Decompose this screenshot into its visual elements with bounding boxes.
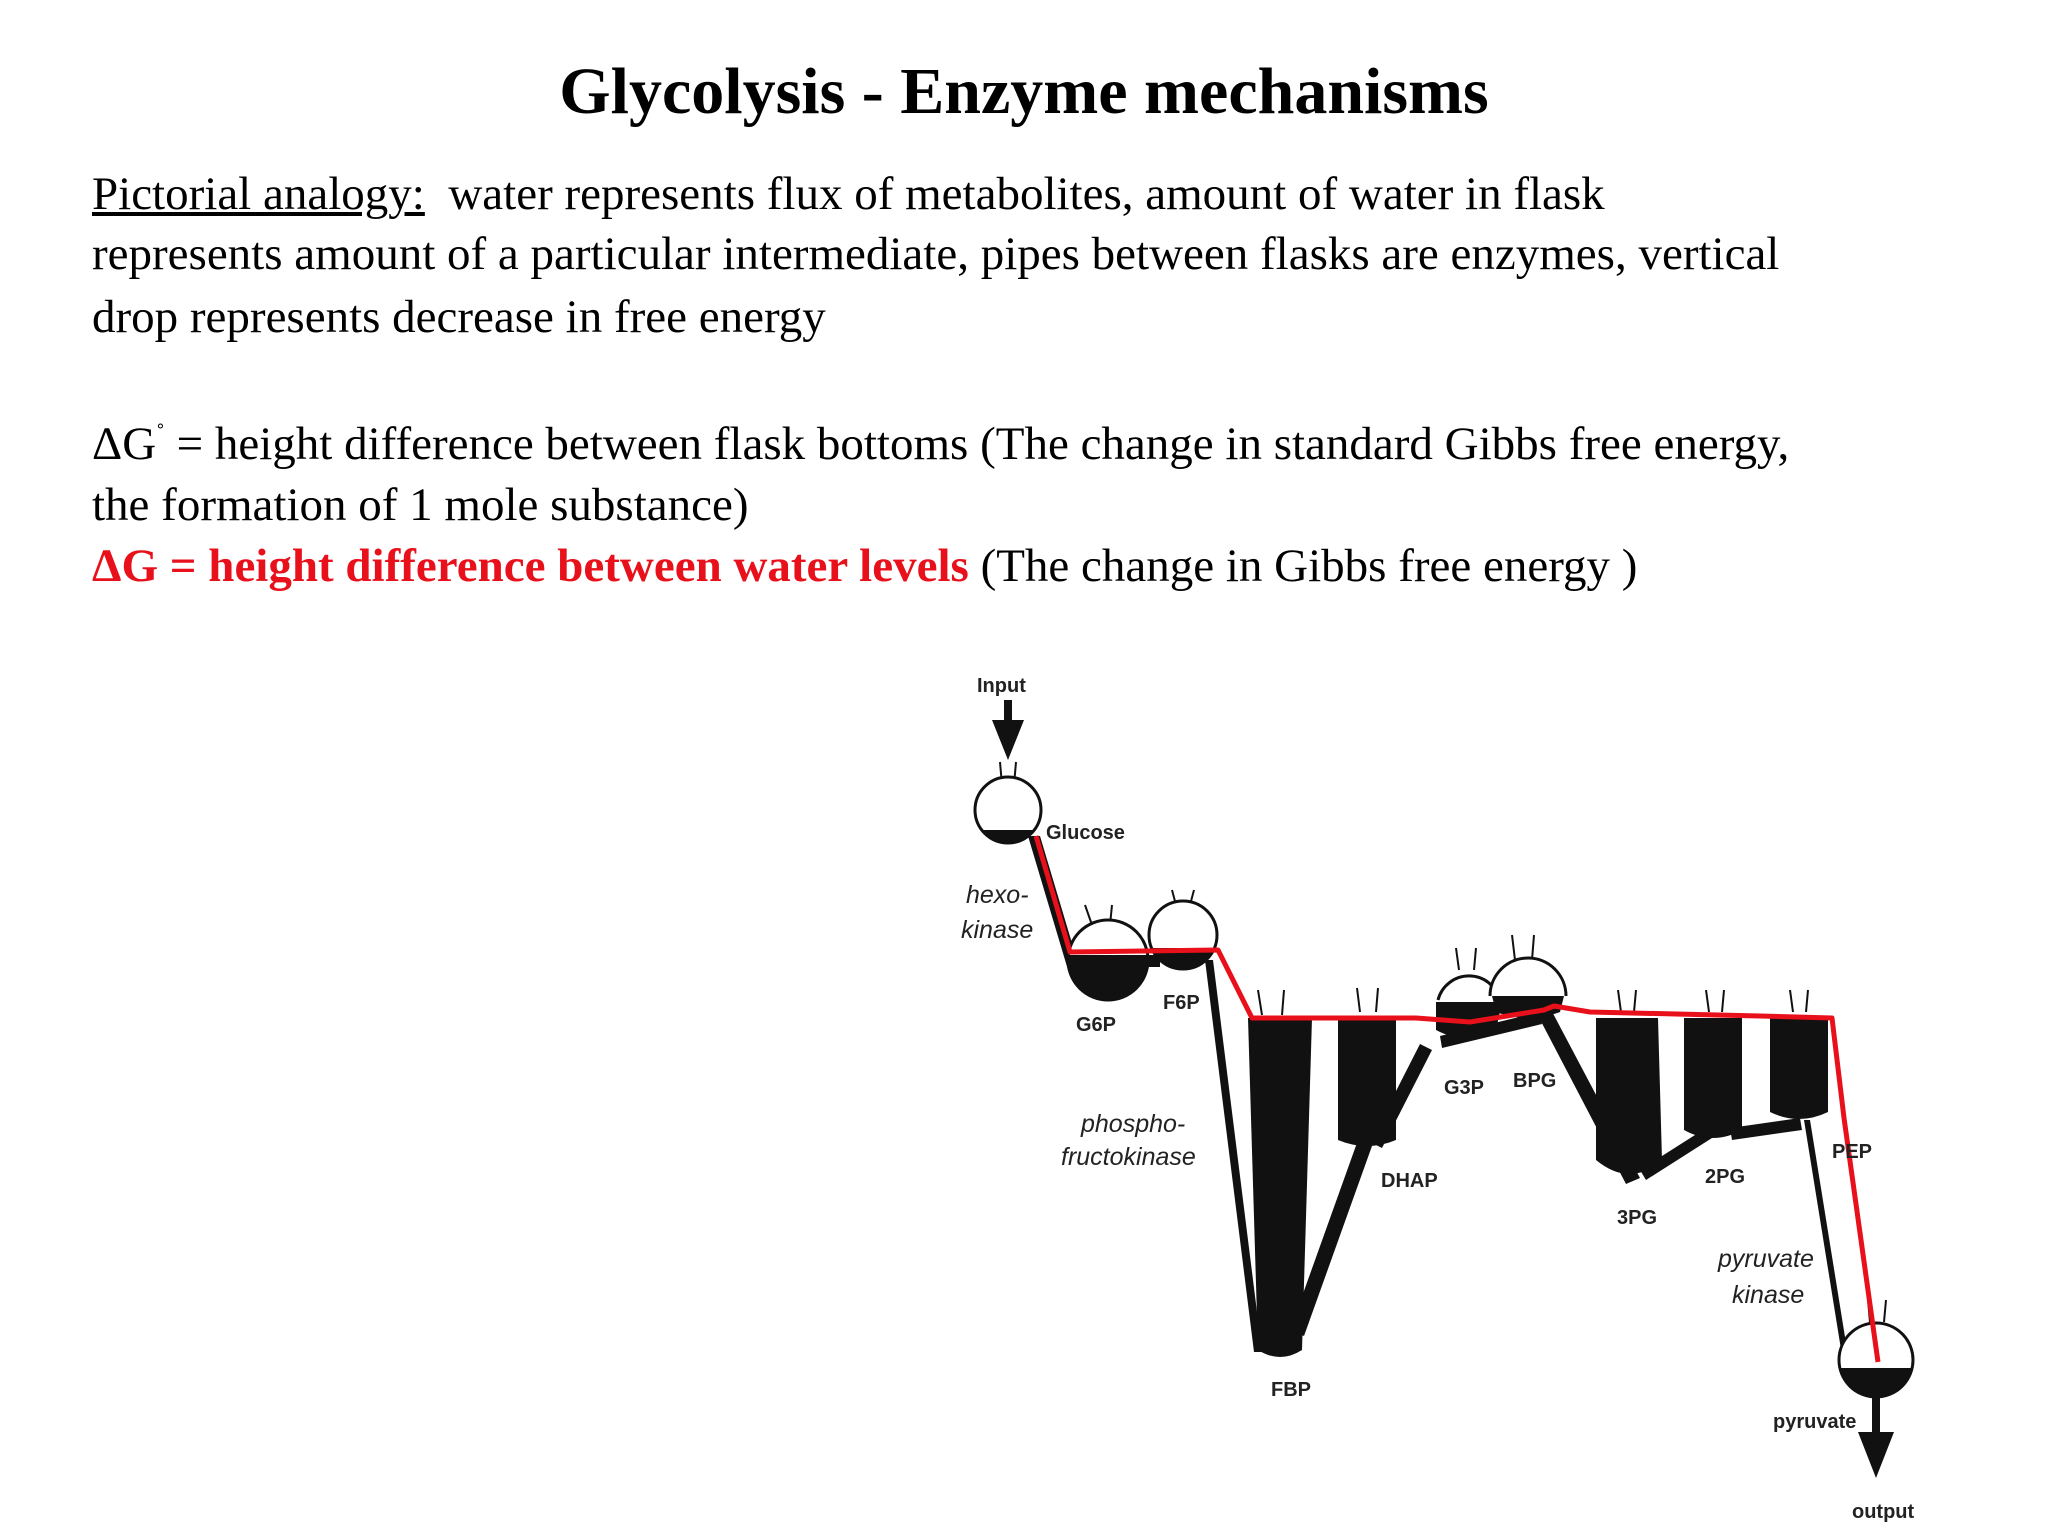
output-arrow xyxy=(1858,1395,1894,1478)
analogy-line-1: Pictorial analogy: water represents flux… xyxy=(92,164,1605,224)
2pg-pep-pipe xyxy=(1730,1118,1802,1140)
slide-title: Glycolysis - Enzyme mechanisms xyxy=(559,55,1489,128)
dg0-symbol: ΔG xyxy=(92,418,157,470)
water-level-line xyxy=(1033,835,1881,1363)
pyruvate-label: pyruvate xyxy=(1773,1411,1856,1433)
g3p-bpg-pipe xyxy=(1440,1012,1542,1048)
g3p-label: G3P xyxy=(1444,1077,1484,1099)
fbp-dhap-pipe xyxy=(1290,1140,1372,1336)
output-label: output xyxy=(1852,1501,1915,1523)
pep-flask xyxy=(1770,989,1828,1119)
analogy-text-1: water represents flux of metabolites, am… xyxy=(448,168,1605,220)
dg0-line-2: the formation of 1 mole substance) xyxy=(92,479,749,531)
dhap-label: DHAP xyxy=(1381,1170,1438,1192)
dhap-g3p-pipe xyxy=(1370,1044,1432,1148)
input-label: Input xyxy=(977,675,1026,697)
2pg-label: 2PG xyxy=(1705,1166,1745,1188)
dg-explanation: (The change in Gibbs free energy ) xyxy=(980,540,1638,592)
glucose-flask xyxy=(973,761,1043,845)
dg0-text: = height difference between flask bottom… xyxy=(176,418,1790,470)
pyruvate-flask xyxy=(1837,1299,1915,1399)
3pg-label: 3PG xyxy=(1617,1207,1657,1229)
pyruvate-kinase-label-2: kinase xyxy=(1732,1281,1804,1309)
analogy-heading: Pictorial analogy: xyxy=(92,168,425,220)
dg0-line-1: ΔG˚ = height difference between flask bo… xyxy=(92,414,1789,474)
3pg-2pg-pipe xyxy=(1640,1128,1712,1180)
pyruvate-kinase-label-1: pyruvate xyxy=(1717,1245,1814,1273)
analogy-line-2: represents amount of a particular interm… xyxy=(92,228,1780,280)
analogy-line-3: drop represents decrease in free energy xyxy=(92,291,826,343)
glucose-label: Glucose xyxy=(1046,822,1125,844)
2pg-flask xyxy=(1684,989,1742,1138)
f6p-label: F6P xyxy=(1163,992,1200,1014)
hexokinase-label-1: hexo- xyxy=(966,881,1029,909)
g6p-label: G6P xyxy=(1076,1014,1116,1036)
pyruvate-kinase-pipe xyxy=(1804,1120,1850,1368)
3pg-flask xyxy=(1596,989,1662,1174)
fbp-label: FBP xyxy=(1271,1379,1311,1401)
phosphofructokinase-pipe xyxy=(1205,960,1262,1352)
degree-mark: ˚ xyxy=(156,419,165,449)
pep-label: PEP xyxy=(1832,1141,1872,1163)
hexokinase-label-2: kinase xyxy=(961,916,1033,944)
dg-line: ΔG = height difference between water lev… xyxy=(92,536,1637,596)
dg-definition: ΔG = height difference between water lev… xyxy=(92,540,969,592)
fbp-flask xyxy=(1248,989,1312,1357)
input-arrow xyxy=(992,700,1024,760)
pfk-label-1: phospho- xyxy=(1080,1110,1185,1138)
pfk-label-2: fructokinase xyxy=(1061,1143,1196,1171)
dhap-flask xyxy=(1338,987,1396,1146)
g6p-f6p-pipe xyxy=(1140,955,1160,967)
bpg-label: BPG xyxy=(1513,1070,1556,1092)
